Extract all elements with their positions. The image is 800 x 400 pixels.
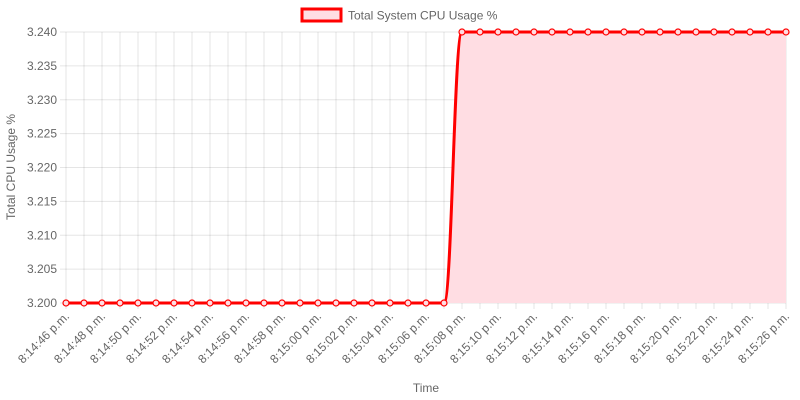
data-point[interactable] [296,299,304,307]
data-point[interactable] [584,28,592,36]
series-area [66,32,786,303]
y-tick-label: 3.225 [27,127,57,141]
area-fill-layer [66,32,786,303]
data-point[interactable] [278,299,286,307]
data-point[interactable] [350,299,358,307]
y-axis-title: Total CPU Usage % [4,114,18,220]
legend[interactable]: Total System CPU Usage % [300,7,498,23]
data-point[interactable] [620,28,628,36]
x-axis-title: Time [413,381,440,395]
legend-swatch[interactable] [300,7,343,23]
data-point[interactable] [62,299,70,307]
data-point[interactable] [242,299,250,307]
data-point[interactable] [98,299,106,307]
data-point[interactable] [206,299,214,307]
y-tick-label: 3.220 [27,161,57,175]
data-point[interactable] [80,299,88,307]
data-point[interactable] [746,28,754,36]
y-tick-label: 3.240 [27,25,57,39]
legend-label[interactable]: Total System CPU Usage % [348,9,498,23]
data-point[interactable] [224,299,232,307]
y-axis-ticks: 3.240 3.235 3.230 3.225 3.220 3.215 3.210 3.205… [27,25,57,310]
data-point[interactable] [692,28,700,36]
data-point[interactable] [170,299,178,307]
y-tick-label: 3.230 [27,93,57,107]
data-point[interactable] [440,299,448,307]
data-point[interactable] [710,28,718,36]
data-point[interactable] [152,299,160,307]
data-point[interactable] [458,28,466,36]
data-point[interactable] [566,28,574,36]
data-point[interactable] [548,28,556,36]
data-point[interactable] [404,299,412,307]
y-tick-label: 3.235 [27,59,57,73]
y-tick-label: 3.200 [27,296,57,310]
data-point[interactable] [638,28,646,36]
data-point[interactable] [476,28,484,36]
data-point[interactable] [116,299,124,307]
data-points-layer [62,28,790,307]
data-point[interactable] [782,28,790,36]
data-point[interactable] [530,28,538,36]
data-point[interactable] [314,299,322,307]
y-tick-label: 3.205 [27,262,57,276]
data-point[interactable] [134,299,142,307]
data-point[interactable] [188,299,196,307]
data-point[interactable] [422,299,430,307]
data-point[interactable] [260,299,268,307]
data-point[interactable] [332,299,340,307]
data-point[interactable] [512,28,520,36]
data-point[interactable] [602,28,610,36]
y-tick-label: 3.215 [27,194,57,208]
data-point[interactable] [728,28,736,36]
y-tick-label: 3.210 [27,228,57,242]
data-point[interactable] [368,299,376,307]
data-point[interactable] [494,28,502,36]
x-axis-ticks: 8:14:46 p.m.8:14:48 p.m.8:14:50 p.m.8:14… [15,309,792,366]
data-point[interactable] [674,28,682,36]
data-point[interactable] [386,299,394,307]
data-point[interactable] [656,28,664,36]
data-point[interactable] [764,28,772,36]
